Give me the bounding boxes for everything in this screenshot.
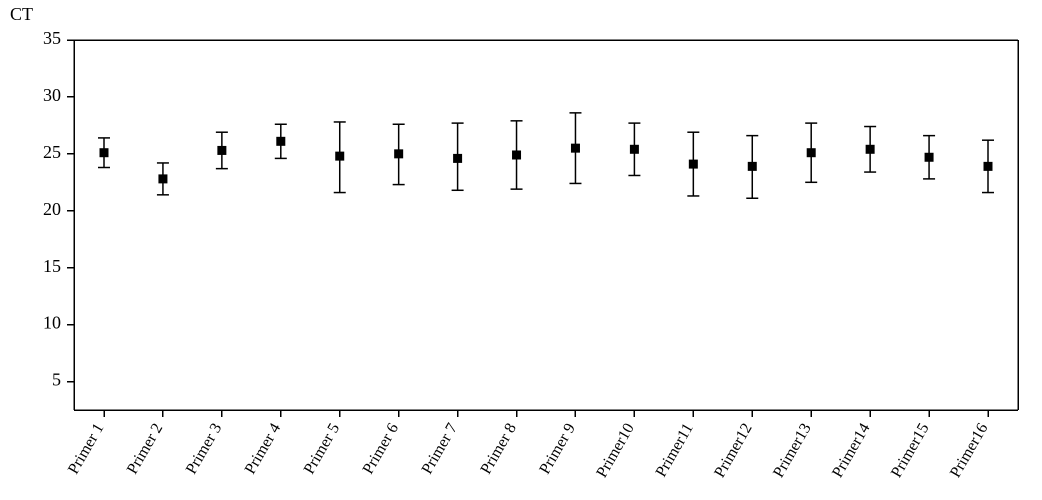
data-point	[807, 148, 816, 157]
data-point	[866, 145, 875, 154]
data-point	[335, 152, 344, 161]
y-tick-label: 25	[43, 142, 61, 162]
data-point	[984, 162, 993, 171]
x-category-label: Primer16	[947, 421, 991, 481]
x-category-label: Primer15	[888, 421, 932, 481]
x-category-label: Primer11	[653, 421, 697, 481]
chart-canvas: 5 10 15 20 25 30 35 Primer 1 Primer 2 Primer 3 Pri…	[0, 0, 1042, 500]
y-tick-label: 10	[43, 313, 61, 333]
x-category-label: Primer 3	[183, 421, 225, 478]
x-category-label: Primer 5	[301, 421, 343, 478]
x-category-label: Primer13	[770, 421, 814, 481]
x-category-label: Primer 1	[65, 421, 107, 478]
data-point	[925, 153, 934, 162]
x-category-label: Primer 8	[478, 421, 520, 478]
data-point	[453, 154, 462, 163]
data-point	[100, 148, 109, 157]
y-tick-label: 35	[43, 28, 61, 48]
y-tick-label: 20	[43, 199, 61, 219]
data-point	[630, 145, 639, 154]
x-category-label: Primer 9	[536, 421, 578, 478]
x-category-label: Primer10	[593, 421, 637, 481]
data-point	[158, 174, 167, 183]
y-tick-label: 5	[52, 370, 61, 390]
data-point	[571, 144, 580, 153]
data-point	[748, 162, 757, 171]
y-axis-label: CT	[10, 4, 33, 25]
x-category-label: Primer 6	[360, 421, 402, 478]
x-category-label: Primer 2	[124, 421, 166, 478]
y-tick-label: 15	[43, 256, 61, 276]
x-category-label: Primer14	[829, 421, 873, 481]
data-point	[394, 149, 403, 158]
data-point	[276, 137, 285, 146]
data-point	[689, 160, 698, 169]
x-category-label: Primer 4	[242, 421, 284, 478]
x-category-label: Primer 7	[419, 420, 461, 477]
data-point	[512, 150, 521, 159]
y-tick-label: 30	[43, 85, 61, 105]
x-category-label: Primer12	[711, 421, 755, 481]
data-point	[217, 146, 226, 155]
ct-errorbar-chart: CT 5 10 15 20 25 30 35 Primer 1 Primer 2 Primer 3…	[0, 0, 1042, 500]
